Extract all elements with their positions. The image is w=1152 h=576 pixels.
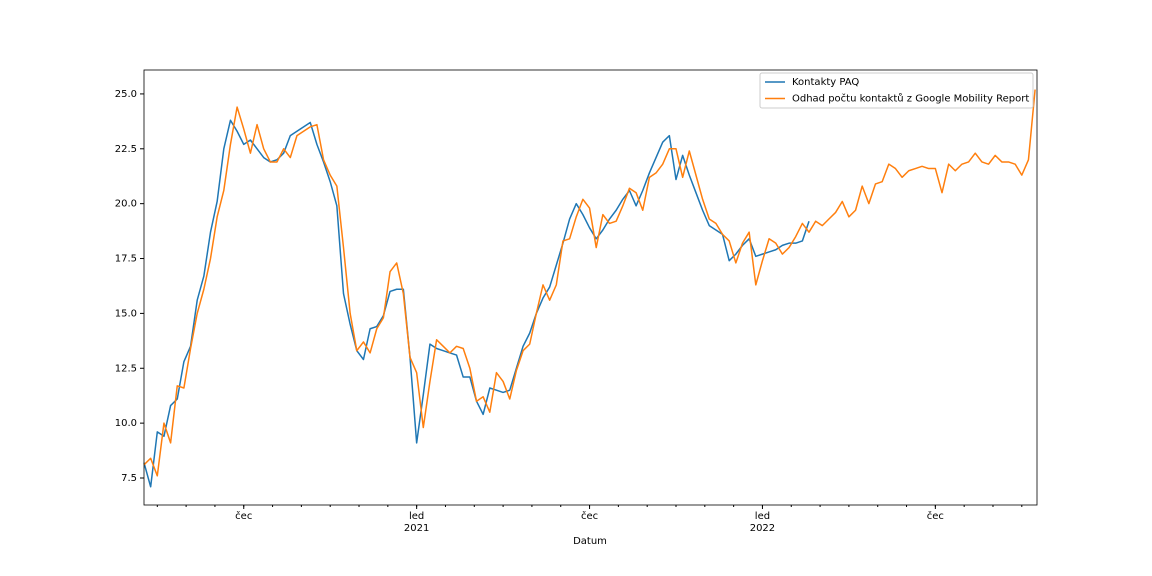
- legend: Kontakty PAQ Odhad počtu kontaktů z Googl…: [759, 72, 1034, 109]
- x-tick-label: čec: [926, 511, 944, 522]
- y-tick-label: 7.5: [121, 473, 137, 484]
- legend-label: Kontakty PAQ: [792, 77, 859, 88]
- plot-frame: [143, 69, 1038, 506]
- x-tick-label: čec: [235, 511, 253, 522]
- x-tick-label: led 2021: [403, 511, 430, 534]
- y-tick-label: 22.5: [115, 144, 137, 155]
- legend-label: Odhad počtu kontaktů z Google Mobility R…: [792, 93, 1029, 105]
- x-tick-label: čec: [580, 511, 599, 522]
- x-axis-label: Datum: [573, 536, 607, 547]
- legend-box: [759, 72, 1034, 109]
- line-series: [143, 119, 810, 488]
- y-tick-label: 12.5: [115, 363, 137, 374]
- y-tick-label: 15.0: [115, 308, 137, 319]
- y-tick-label: 20.0: [115, 199, 137, 210]
- x-tick-label: led 2022: [749, 511, 776, 534]
- y-tick-label: 25.0: [115, 89, 137, 100]
- line-series: [143, 89, 1036, 477]
- y-tick-label: 10.0: [115, 418, 137, 429]
- y-tick-label: 17.5: [115, 254, 137, 265]
